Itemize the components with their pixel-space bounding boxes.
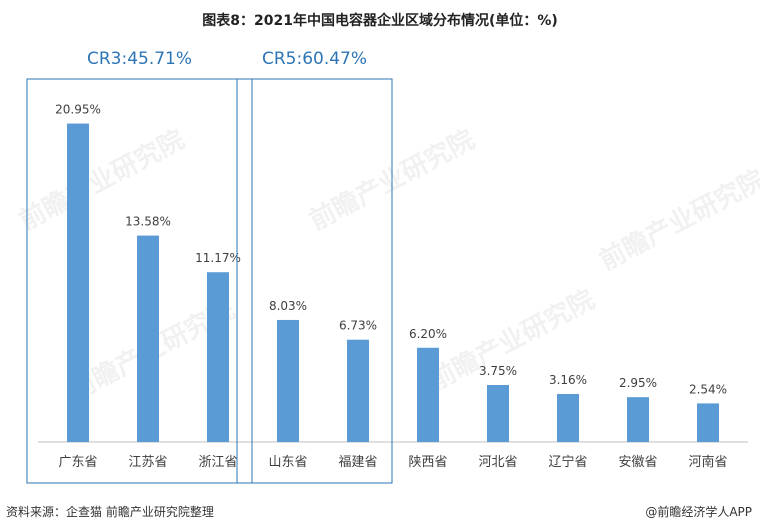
annotation-box-2	[236, 78, 393, 484]
bar-6	[417, 347, 439, 442]
x-tick-label-10: 河南省	[688, 454, 727, 470]
x-tick-label-7: 河北省	[478, 455, 517, 470]
x-tick-label-1: 广东省	[58, 455, 97, 470]
data-label-8: 3.16%	[549, 373, 587, 387]
bar-4	[277, 319, 299, 442]
bar-1	[67, 123, 89, 442]
x-tick-label-5: 福建省	[338, 455, 377, 470]
data-label-5: 6.73%	[339, 319, 377, 333]
data-label-1: 20.95%	[55, 103, 101, 117]
data-label-3: 11.17%	[195, 251, 241, 265]
bar-3	[207, 272, 229, 442]
bar-10	[697, 403, 719, 442]
data-label-2: 13.58%	[125, 215, 171, 229]
annotation-label-2: CR5:60.47%	[262, 49, 367, 69]
data-label-6: 6.20%	[409, 327, 447, 341]
x-tick-label-6: 陕西省	[408, 455, 447, 470]
data-label-4: 8.03%	[269, 299, 307, 313]
chart-title: 图表8：2021年中国电容器企业区域分布情况(单位：%)	[202, 13, 558, 29]
x-tick-label-9: 安徽省	[618, 455, 657, 470]
data-label-9: 2.95%	[619, 376, 657, 390]
brand-label: @前瞻经济学人APP	[645, 505, 752, 519]
data-label-10: 2.54%	[689, 382, 727, 396]
bar-9	[627, 397, 649, 442]
source-note: 资料来源：企查猫 前瞻产业研究院整理	[6, 505, 214, 519]
annotation-label-1: CR3:45.71%	[87, 49, 192, 69]
bar-2	[137, 235, 159, 442]
bar-5	[347, 339, 369, 442]
x-tick-label-2: 江苏省	[128, 454, 167, 470]
x-tick-label-8: 辽宁省	[548, 454, 587, 470]
data-label-7: 3.75%	[479, 364, 517, 378]
annotation-box-1	[26, 78, 253, 484]
bar-7	[487, 385, 509, 442]
x-tick-label-3: 浙江省	[198, 455, 237, 470]
x-tick-label-4: 山东省	[268, 455, 307, 470]
bar-8	[557, 393, 579, 442]
